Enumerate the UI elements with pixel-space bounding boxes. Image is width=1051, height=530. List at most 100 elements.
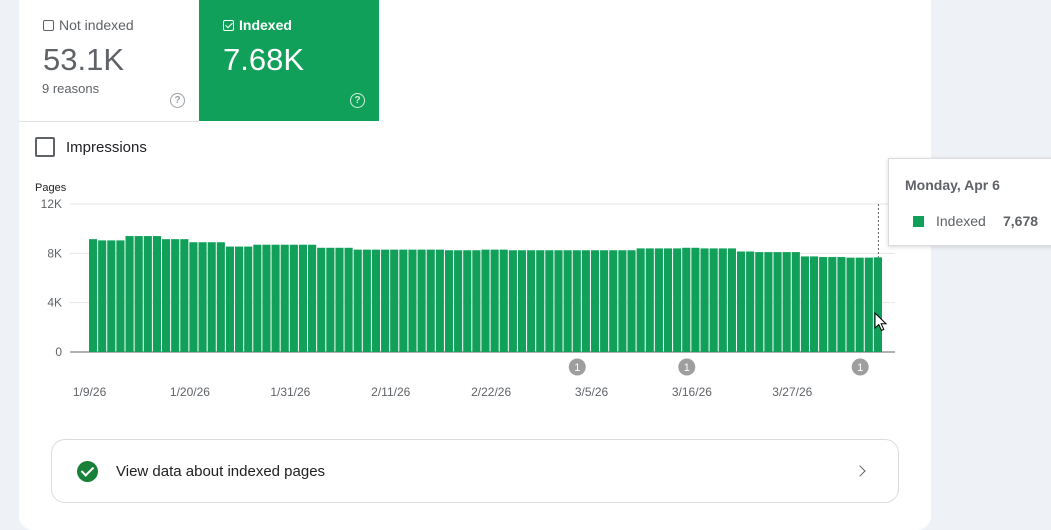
bar[interactable] <box>508 250 517 352</box>
bar[interactable] <box>399 249 408 352</box>
bar[interactable] <box>98 240 107 352</box>
bar[interactable] <box>773 252 782 352</box>
indexed-pages-chart[interactable]: Pages 0 4K 8K 12K 1 1 1 1/9/26 1/20/26 1/31/26 2… <box>0 0 1051 430</box>
bar[interactable] <box>481 249 490 352</box>
bar[interactable] <box>454 250 463 352</box>
bar[interactable] <box>527 250 536 352</box>
impressions-checkbox[interactable] <box>35 137 55 157</box>
bar[interactable] <box>444 250 454 352</box>
bar[interactable] <box>262 244 271 352</box>
bar[interactable] <box>289 244 298 352</box>
annotation-marker[interactable]: 1 <box>851 358 869 376</box>
help-icon[interactable]: ? <box>170 93 185 108</box>
bar[interactable] <box>782 252 791 352</box>
indexed-tile[interactable]: Indexed 7.68K ? <box>199 0 379 121</box>
bar[interactable] <box>837 257 846 352</box>
bar[interactable] <box>609 250 618 352</box>
bar[interactable] <box>244 246 253 352</box>
bar[interactable] <box>271 244 280 352</box>
bar[interactable] <box>216 242 225 352</box>
bar[interactable] <box>125 236 134 352</box>
bar[interactable] <box>618 250 627 352</box>
bar[interactable] <box>700 248 709 352</box>
bar[interactable] <box>636 248 645 352</box>
bar[interactable] <box>308 244 317 352</box>
bar[interactable] <box>554 250 563 352</box>
bar[interactable] <box>253 244 262 352</box>
bar[interactable] <box>864 257 873 352</box>
bar[interactable] <box>663 248 673 352</box>
bar[interactable] <box>736 251 746 352</box>
bar[interactable] <box>134 236 143 352</box>
bar[interactable] <box>107 240 116 352</box>
bar[interactable] <box>809 256 819 352</box>
bar[interactable] <box>709 248 718 352</box>
bar[interactable] <box>572 250 581 352</box>
bar[interactable] <box>353 249 362 352</box>
bar[interactable] <box>490 249 499 352</box>
bar[interactable] <box>225 246 235 352</box>
bar[interactable] <box>600 250 609 352</box>
bar[interactable] <box>326 247 335 352</box>
bar[interactable] <box>143 236 152 352</box>
bar[interactable] <box>344 247 353 352</box>
bar[interactable] <box>828 257 837 352</box>
bar[interactable] <box>435 249 444 352</box>
bar[interactable] <box>536 250 545 352</box>
bar[interactable] <box>162 239 171 352</box>
bar[interactable] <box>89 239 98 352</box>
bar[interactable] <box>718 248 727 352</box>
bar[interactable] <box>545 250 554 352</box>
bar[interactable] <box>298 244 308 352</box>
bar[interactable] <box>417 249 426 352</box>
impressions-toggle[interactable]: Impressions <box>35 137 147 157</box>
bar[interactable] <box>682 247 691 352</box>
bar[interactable] <box>746 251 755 352</box>
bar[interactable] <box>362 249 371 352</box>
bar[interactable] <box>371 249 381 352</box>
bar[interactable] <box>517 250 527 352</box>
bar[interactable] <box>335 247 344 352</box>
bar[interactable] <box>116 240 125 352</box>
bar[interactable] <box>764 252 773 352</box>
bar[interactable] <box>235 246 244 352</box>
bar[interactable] <box>755 252 764 352</box>
bar[interactable] <box>654 248 663 352</box>
bar[interactable] <box>381 249 390 352</box>
bar[interactable] <box>581 250 590 352</box>
bar[interactable] <box>152 236 162 352</box>
bar[interactable] <box>198 242 207 352</box>
bar[interactable] <box>563 250 572 352</box>
bar[interactable] <box>873 257 882 352</box>
bar[interactable] <box>171 239 180 352</box>
bar[interactable] <box>390 249 399 352</box>
view-indexed-pages-link[interactable]: View data about indexed pages <box>51 439 899 503</box>
bar[interactable] <box>791 252 800 352</box>
bar[interactable] <box>819 257 828 352</box>
annotation-marker[interactable]: 1 <box>568 358 586 376</box>
bar[interactable] <box>673 248 682 352</box>
bar[interactable] <box>627 250 636 352</box>
bar[interactable] <box>317 247 326 352</box>
not-indexed-tile[interactable]: Not indexed 53.1K 9 reasons ? <box>19 0 199 122</box>
bar[interactable] <box>855 257 864 352</box>
bar[interactable] <box>189 242 198 352</box>
bar[interactable] <box>180 239 189 352</box>
bar[interactable] <box>800 256 809 352</box>
bar[interactable] <box>280 244 289 352</box>
bar[interactable] <box>499 249 508 352</box>
bar[interactable] <box>408 249 417 352</box>
help-icon[interactable]: ? <box>350 93 365 108</box>
bar[interactable] <box>207 242 216 352</box>
bar[interactable] <box>463 250 472 352</box>
bar[interactable] <box>691 247 700 352</box>
bar[interactable] <box>590 250 600 352</box>
bar[interactable] <box>426 249 435 352</box>
bar[interactable] <box>645 248 654 352</box>
bar[interactable] <box>727 248 736 352</box>
bar[interactable] <box>472 250 481 352</box>
not-indexed-checkbox[interactable] <box>43 19 54 31</box>
bar[interactable] <box>846 257 855 352</box>
annotation-marker[interactable]: 1 <box>678 358 696 376</box>
indexed-checkbox[interactable] <box>223 19 234 31</box>
